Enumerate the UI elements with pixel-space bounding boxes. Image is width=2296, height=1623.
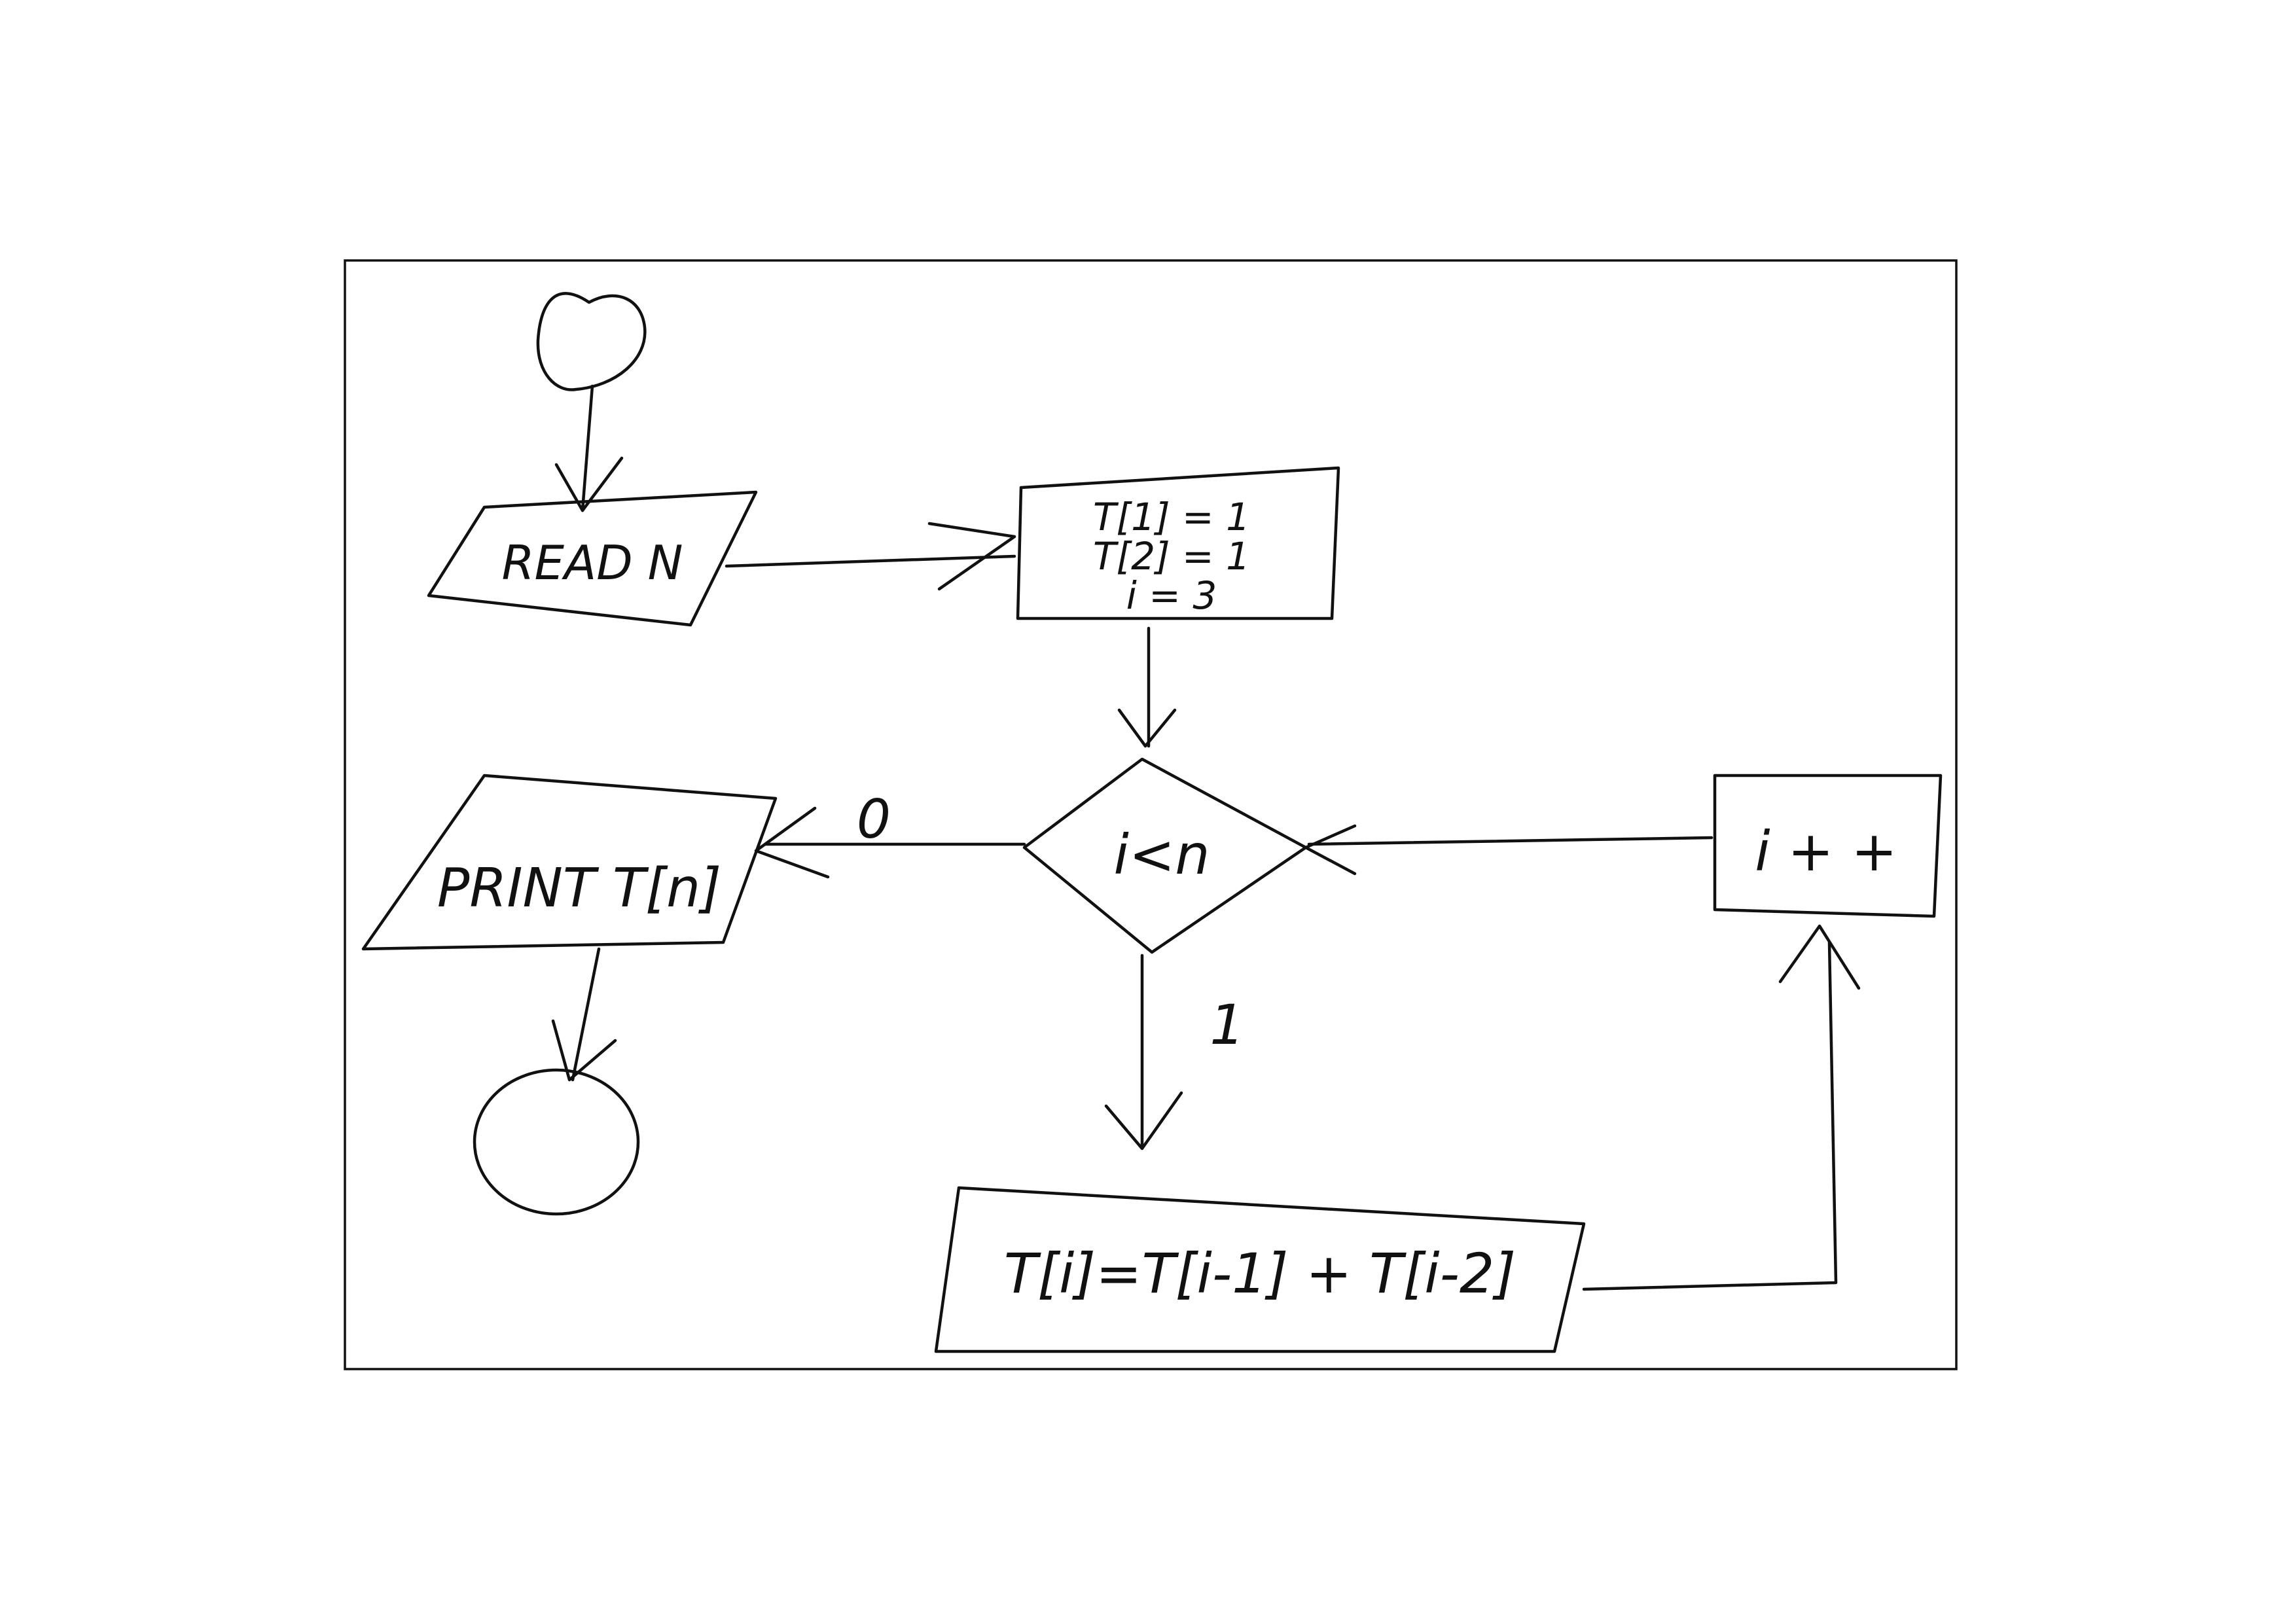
condition-label: i<n	[1114, 823, 1210, 887]
init-line-1: T[1] = 1	[1093, 495, 1250, 539]
calc-process-node: T[i]=T[i-1] + T[i-2]	[934, 1186, 1586, 1353]
print-output-node: PRINT T[n]	[361, 774, 778, 951]
init-line-2: T[2] = 1	[1093, 534, 1250, 579]
init-line-3: i = 3	[1126, 573, 1217, 618]
edge-cond-to-print: 0	[754, 789, 1026, 879]
false-branch-label: 0	[857, 789, 891, 851]
true-branch-label: 1	[1210, 993, 1244, 1057]
edge-incr-to-cond	[1304, 824, 1713, 876]
increment-label: i + +	[1755, 819, 1897, 883]
calc-process-label: T[i]=T[i-1] + T[i-2]	[1004, 1241, 1516, 1306]
start-terminator	[536, 292, 647, 391]
edge-print-to-end	[551, 947, 617, 1082]
edge-calc-to-incr	[1582, 924, 1861, 1291]
edge-start-to-read	[554, 384, 624, 512]
read-input-label: READ N	[502, 535, 683, 590]
increment-process-node: i + +	[1713, 774, 1943, 918]
condition-decision-node: i<n	[1022, 757, 1308, 954]
page-frame	[344, 259, 1958, 1370]
edge-cond-to-calc: 1	[1104, 954, 1245, 1150]
edge-read-to-init	[725, 522, 1016, 591]
end-terminator	[473, 1068, 640, 1216]
read-input-node: READ N	[427, 490, 758, 627]
edge-init-to-cond	[1117, 626, 1177, 748]
init-process-node: T[1] = 1 T[2] = 1 i = 3	[1016, 466, 1340, 620]
print-output-label: PRINT T[n]	[437, 857, 721, 919]
